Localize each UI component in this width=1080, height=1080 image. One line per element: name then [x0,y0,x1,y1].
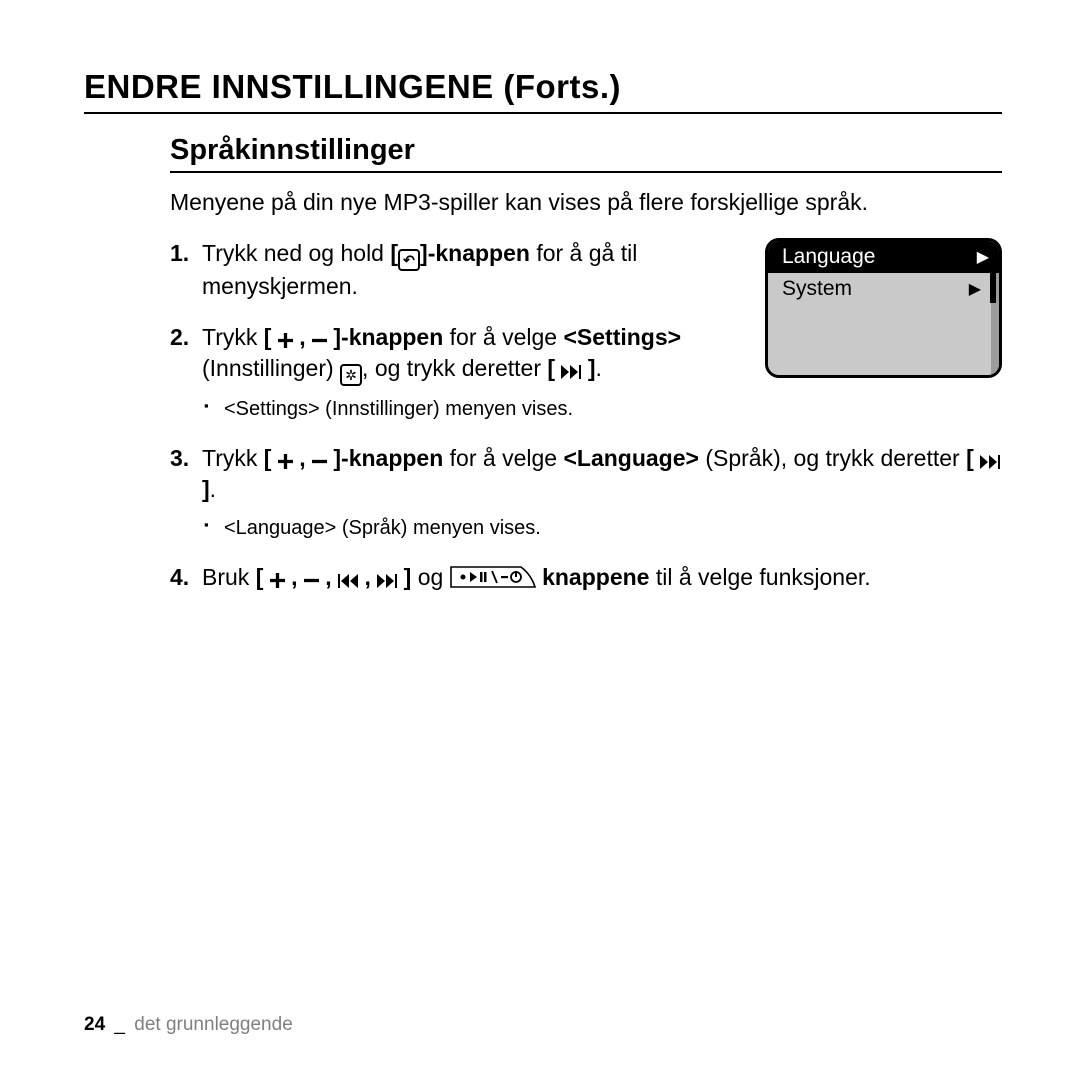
step-text: <Language> [563,445,698,471]
next-track-icon [561,365,581,379]
plus-icon [278,454,293,469]
footer-separator: _ [110,1014,129,1035]
step-text: knappene [536,564,650,590]
next-track-icon [980,455,1000,469]
step-text: <Settings> [563,324,681,350]
step-text: -knappen [341,445,443,471]
settings-icon: ✲ [340,364,362,386]
plus-icon [270,573,285,588]
next-track-icon [377,574,397,588]
page-number: 24 [84,1014,105,1035]
section-title: Språkinnstillinger [170,134,1002,173]
step-text: Trykk ned og hold [202,240,390,266]
minus-icon [304,573,319,588]
back-icon: ↶ [398,249,420,271]
step-text: for å velge [443,324,563,350]
step-2: Trykk [ , ]-knappen for å velge <Setting… [170,322,1002,423]
step-3-sub: <Language> (Språk) menyen vises. [202,515,1002,542]
step-text: -knappen [428,240,530,266]
step-text: til å velge funksjoner. [649,564,870,590]
step-text: Bruk [202,564,256,590]
intro-text: Menyene på din nye MP3-spiller kan vises… [170,187,1002,218]
step-text: (Innstillinger) [202,355,340,381]
step-text: -knappen [341,324,443,350]
step-text: og [411,564,449,590]
prev-track-icon [338,574,358,588]
step-text: (Språk), og trykk deretter [699,445,966,471]
step-text: Trykk [202,445,264,471]
minus-icon [312,333,327,348]
step-3: Trykk [ , ]-knappen for å velge <Languag… [170,443,1002,542]
play-pause-power-button-icon [450,566,536,588]
step-2-sub: <Settings> (Innstillinger) menyen vises. [202,396,1002,423]
step-text: , og trykk deretter [362,355,547,381]
step-text: for å velge [443,445,563,471]
step-1: Trykk ned og hold [↶]-knappen for å gå t… [170,238,1002,302]
minus-icon [312,454,327,469]
footer-label: det grunnleggende [134,1014,292,1035]
page-title: ENDRE INNSTILLINGENE (Forts.) [84,68,1002,114]
plus-icon [278,333,293,348]
step-text: Trykk [202,324,264,350]
page-footer: 24 _ det grunnleggende [84,1014,293,1036]
step-4: Bruk [ , , , ] og knappene til å velge f… [170,562,1002,593]
